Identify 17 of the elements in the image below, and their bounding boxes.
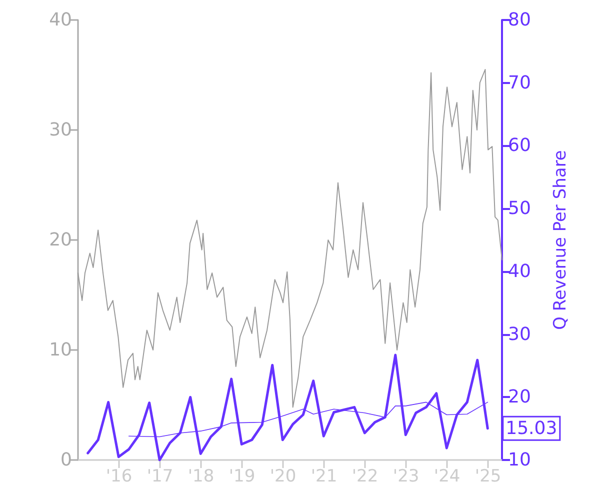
y-tick-label: 30 [49, 120, 72, 140]
y2-tick-label: 30 [508, 324, 531, 345]
y2-tick-label: 20 [508, 386, 531, 408]
y-tick-label: 20 [49, 230, 72, 250]
y-tick-label: 40 [49, 10, 72, 30]
y2-tick-label: 50 [508, 198, 531, 220]
y2-tick-label: 80 [508, 10, 531, 30]
y2-tick-label: 10 [508, 450, 531, 470]
line-series [86, 354, 489, 462]
data-label: 15.03 [506, 418, 558, 439]
line-series [78, 69, 502, 408]
y2-axis-title: Q Revenue Per Share [550, 150, 570, 330]
y-tick-label: 0 [60, 450, 72, 470]
y2-tick-label: 40 [508, 260, 531, 282]
y-tick-label: 10 [49, 340, 72, 360]
y2-tick-label: 60 [508, 135, 531, 156]
y2-tick-label: 70 [508, 72, 531, 94]
